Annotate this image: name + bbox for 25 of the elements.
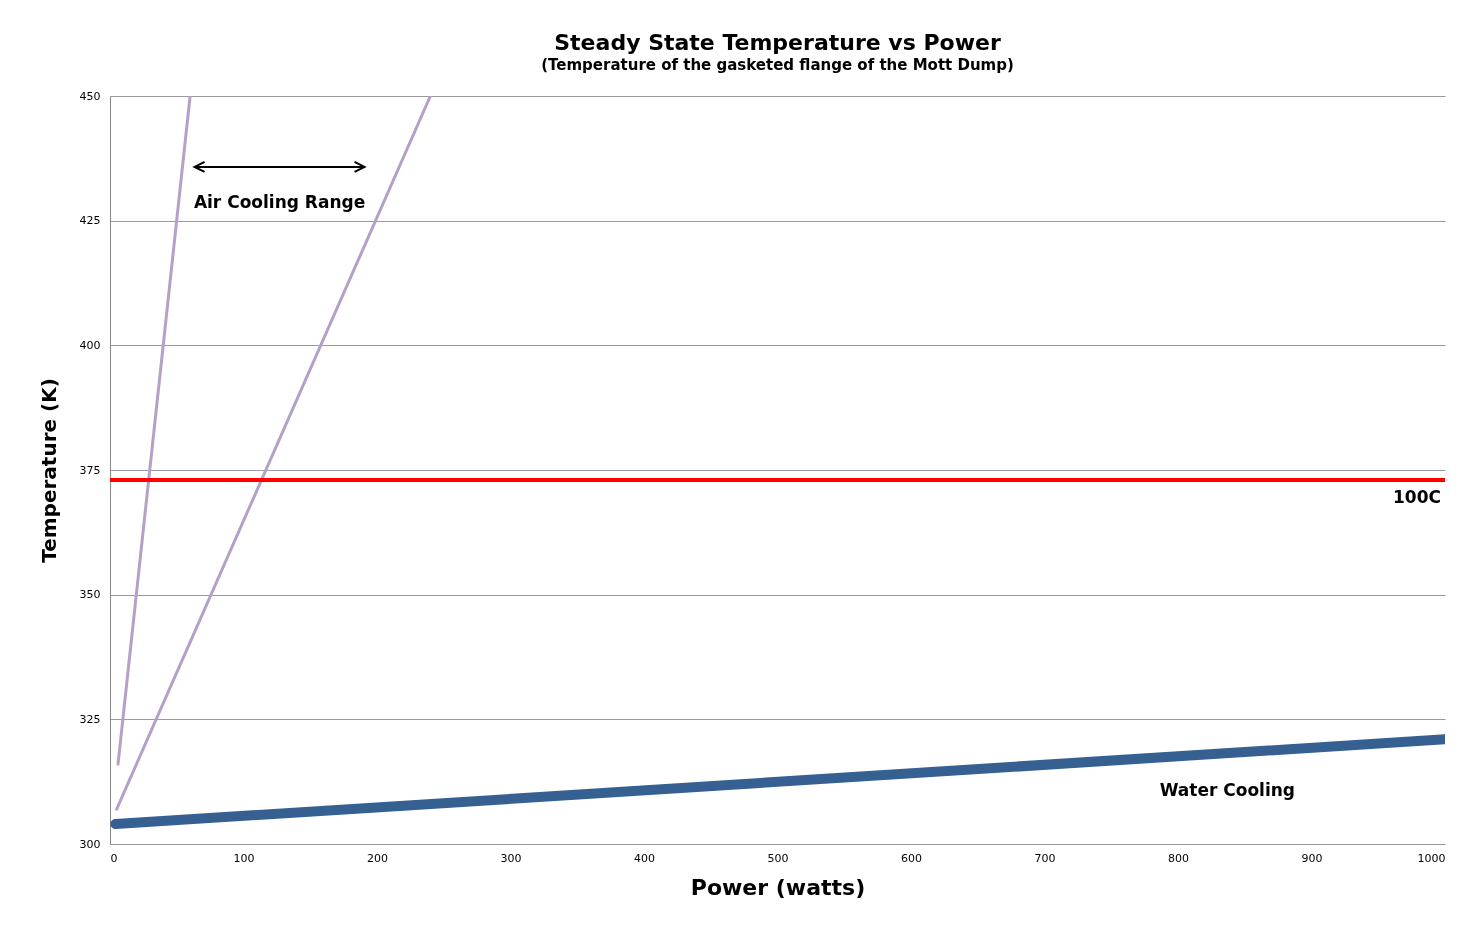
x-tick-label: 800	[1168, 851, 1189, 865]
x-tick-label: 0	[110, 851, 118, 865]
series-label: Water Cooling	[1159, 780, 1295, 801]
x-tick-label: 200	[367, 851, 388, 865]
y-tick-label: 300	[79, 837, 101, 851]
x-tick-label: 900	[1301, 851, 1323, 865]
y-tick-label: 375	[79, 463, 101, 477]
annotation: Air Cooling Range	[193, 191, 366, 212]
x-tick-label: 700	[1034, 851, 1056, 865]
x-tick-label: 1000	[1417, 851, 1446, 865]
y-tick-label: 350	[79, 588, 101, 602]
ref-line-label: 100C	[1393, 486, 1441, 507]
y-tick-label: 425	[79, 214, 101, 228]
x-tick-label: 300	[500, 851, 522, 865]
x-tick-label: 100	[233, 851, 255, 865]
x-tick-label: 400	[634, 851, 655, 865]
y-tick-label: 400	[79, 338, 101, 352]
x-tick-label: 500	[767, 851, 789, 865]
x-axis-title: Power (watts)	[690, 874, 866, 900]
y-tick-label: 450	[79, 89, 101, 103]
x-tick-label: 600	[901, 851, 922, 865]
y-axis-title: Temperature (K)	[36, 378, 61, 563]
y-tick-label: 325	[79, 712, 101, 726]
chart-subtitle: (Temperature of the gasketed flange of the Mott Dump)	[541, 56, 1014, 74]
chart-title: Steady State Temperature vs Power	[554, 30, 1001, 55]
